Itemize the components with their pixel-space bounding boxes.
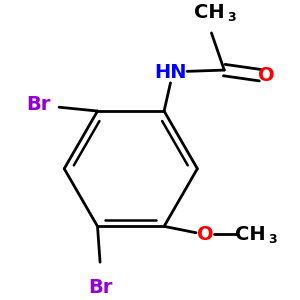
Text: O: O bbox=[258, 66, 275, 85]
Text: HN: HN bbox=[154, 63, 187, 82]
Text: CH: CH bbox=[194, 3, 224, 22]
Text: 3: 3 bbox=[268, 233, 276, 246]
Text: 3: 3 bbox=[227, 11, 236, 24]
Text: O: O bbox=[197, 224, 213, 244]
Text: Br: Br bbox=[88, 278, 112, 297]
Text: CH: CH bbox=[235, 224, 265, 244]
Text: Br: Br bbox=[26, 95, 51, 114]
